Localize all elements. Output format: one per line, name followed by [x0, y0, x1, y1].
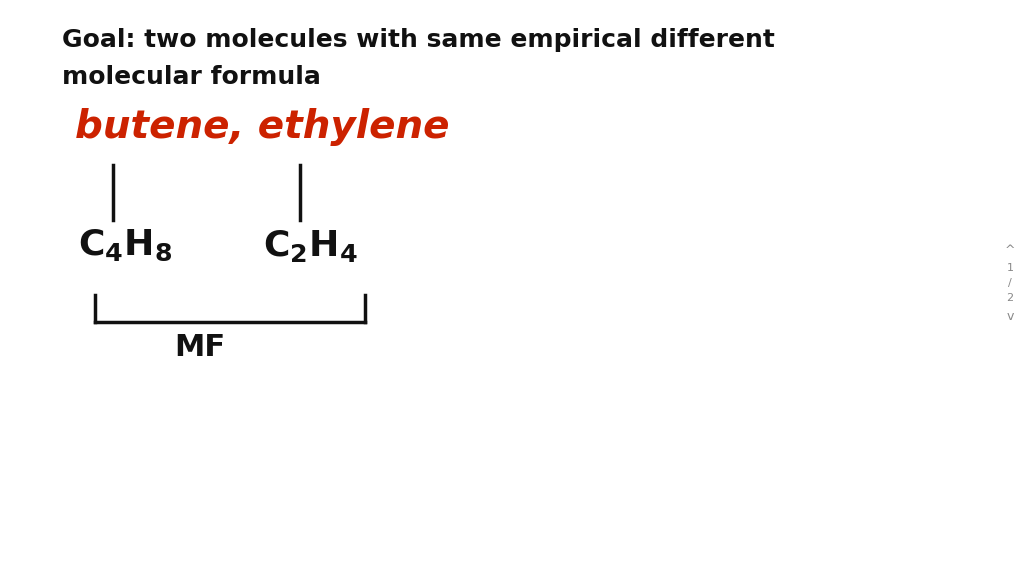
Text: MF: MF [174, 333, 225, 362]
Text: Goal: two molecules with same empirical different: Goal: two molecules with same empirical … [62, 28, 775, 52]
Text: 2: 2 [1007, 293, 1014, 303]
Text: butene, ethylene: butene, ethylene [75, 108, 450, 146]
Text: ^: ^ [1005, 244, 1015, 256]
Text: v: v [1007, 309, 1014, 323]
Text: /: / [1008, 278, 1012, 288]
Text: $\mathregular{C_4H_8}$: $\mathregular{C_4H_8}$ [78, 228, 172, 263]
Text: 1: 1 [1007, 263, 1014, 273]
Text: $\mathregular{C_2H_4}$: $\mathregular{C_2H_4}$ [263, 228, 357, 264]
Text: molecular formula: molecular formula [62, 65, 321, 89]
